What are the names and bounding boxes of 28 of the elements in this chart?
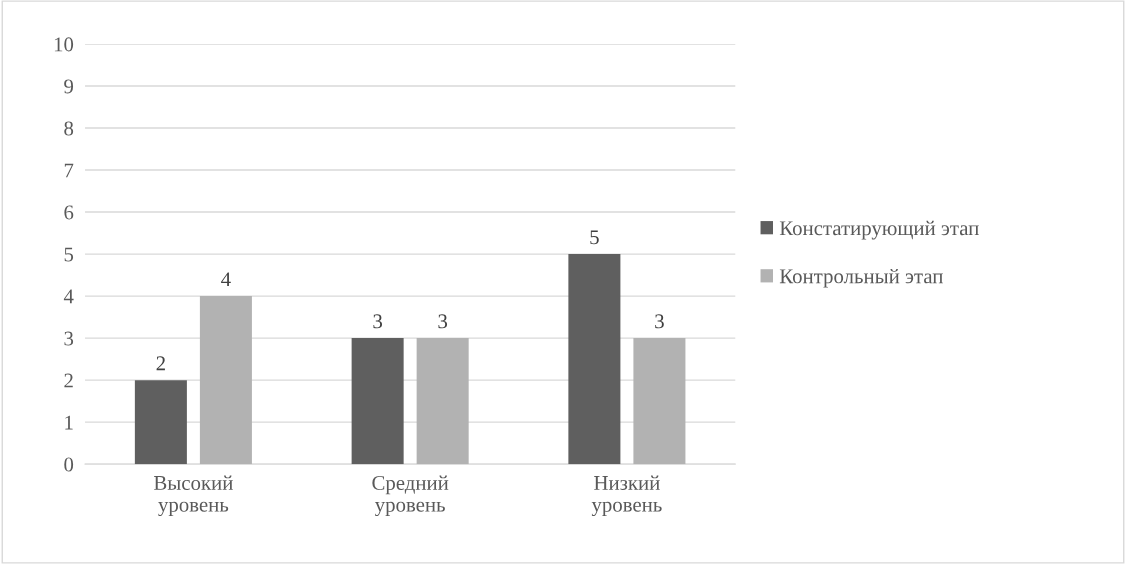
- y-tick-label: 9: [64, 79, 74, 94]
- y-tick-label: 3: [64, 331, 74, 346]
- x-tick-label: Высокий уровень: [154, 475, 233, 517]
- y-tick-label: 7: [64, 163, 74, 178]
- y-tick-label: 8: [64, 121, 74, 136]
- bar: [568, 254, 621, 465]
- data-label: 3: [373, 314, 383, 329]
- y-tick-label: 10: [54, 37, 74, 52]
- legend-label: Контрольный этап: [779, 268, 943, 288]
- bar: [633, 338, 686, 465]
- y-tick-label: 2: [64, 373, 73, 388]
- x-tick-label: Низкий уровень: [591, 475, 662, 517]
- y-tick-label: 6: [64, 205, 74, 220]
- data-label: 2: [156, 356, 165, 371]
- data-label: 3: [655, 314, 664, 329]
- y-tick-label: 5: [64, 247, 74, 262]
- y-tick-label: 0: [64, 457, 74, 472]
- y-tick-label: 1: [65, 415, 73, 430]
- y-tick-label: 4: [63, 289, 74, 304]
- data-label: 4: [221, 272, 231, 287]
- data-label: 5: [590, 230, 599, 245]
- data-label: 3: [438, 314, 448, 329]
- bar: [351, 338, 404, 465]
- bar: [134, 380, 187, 465]
- bar: [416, 338, 469, 465]
- bar: [199, 296, 252, 465]
- legend-label: Констатирующий этап: [779, 220, 979, 240]
- x-tick-label: Средний уровень: [372, 475, 449, 517]
